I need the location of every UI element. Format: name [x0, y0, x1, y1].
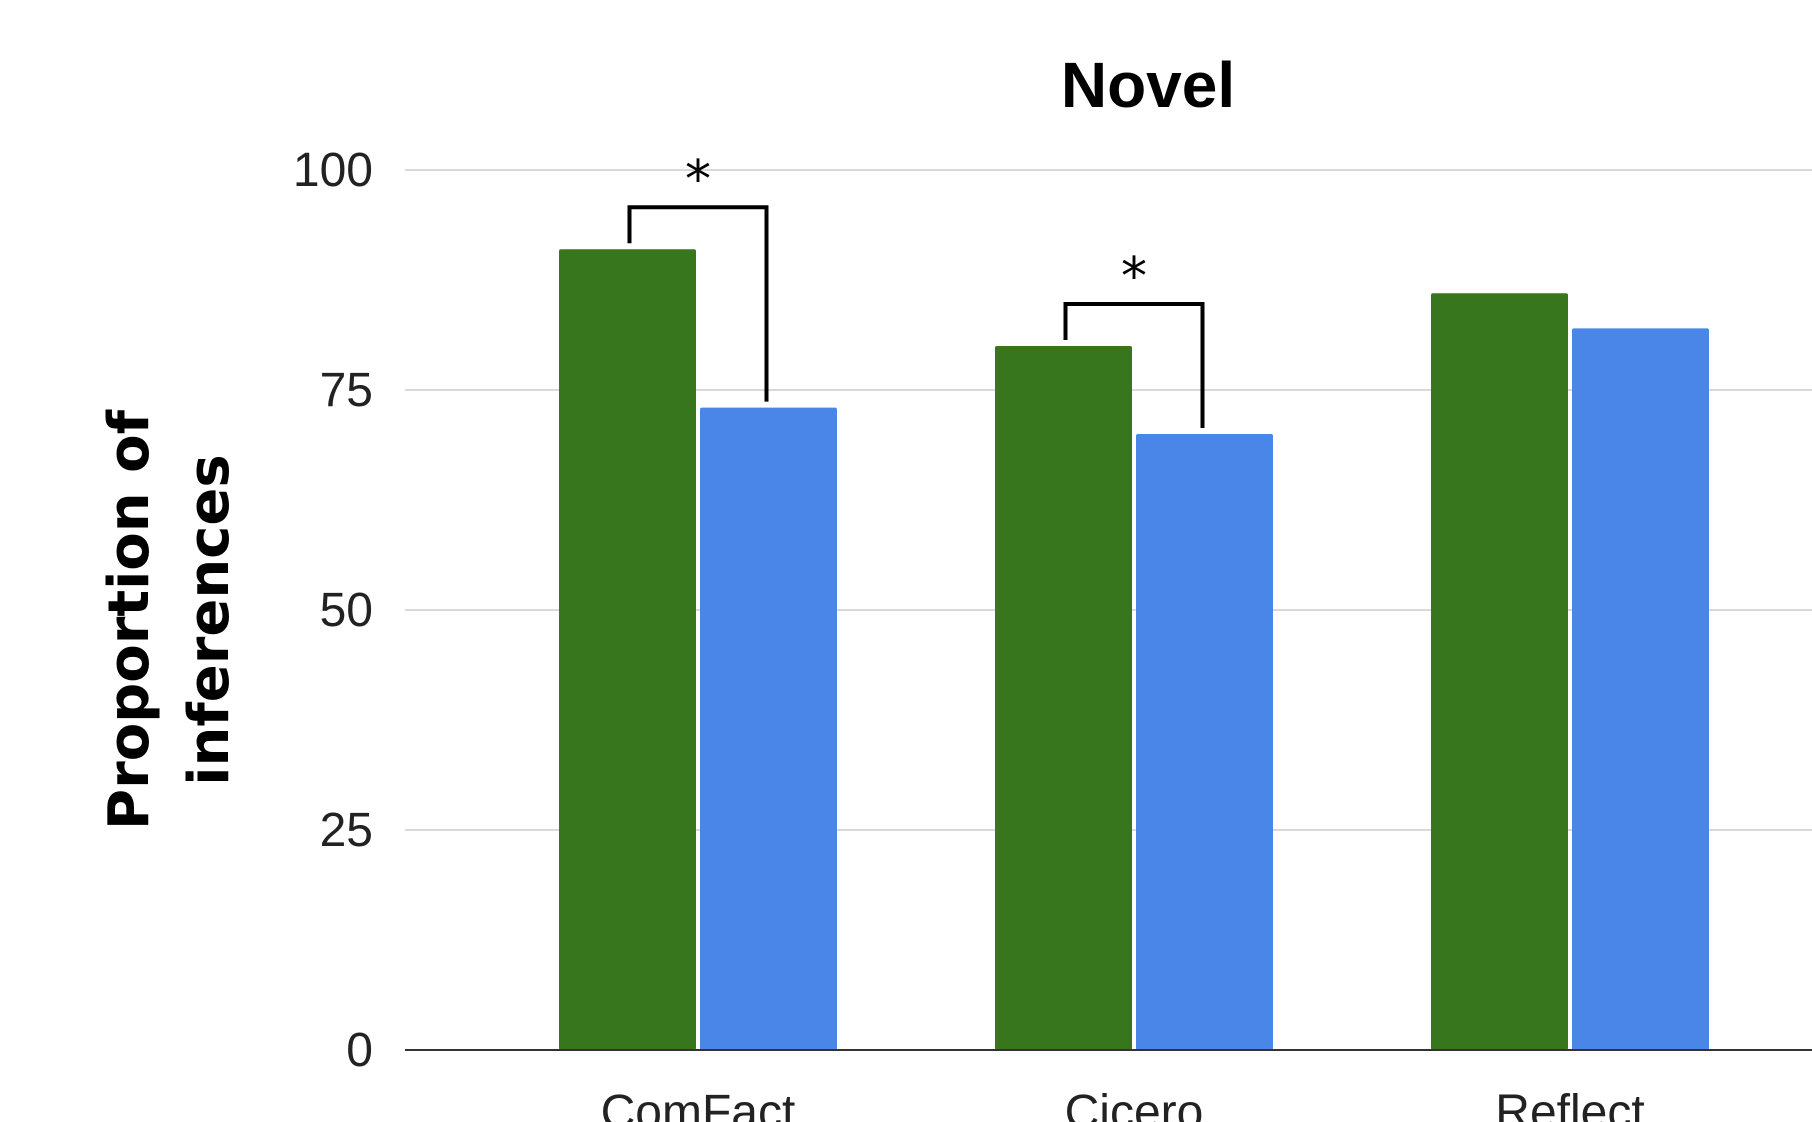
bar-cicero-series-1: [995, 346, 1132, 1050]
y-tick-label: 0: [346, 1024, 373, 1077]
bars: [559, 249, 1709, 1051]
x-category-label: ComFact: [601, 1086, 796, 1122]
bar-comfact-series-2: [700, 407, 837, 1051]
bar-comfact-series-1: [559, 249, 696, 1050]
x-category-label: Cicero: [1065, 1086, 1204, 1122]
bar-reflect-series-2: [1572, 328, 1709, 1050]
y-axis-label-line-2: inferences: [177, 454, 242, 785]
y-axis-label-line-1: Proportion of: [97, 409, 162, 830]
y-tick-label: 25: [320, 804, 373, 857]
y-tick-label: 75: [320, 364, 373, 417]
bar-cicero-series-2: [1136, 434, 1273, 1050]
significance-star: *: [685, 150, 711, 210]
significance-star: *: [1121, 247, 1147, 307]
y-tick-label: 50: [320, 584, 373, 637]
y-tick-label: 100: [293, 144, 373, 197]
y-axis-label: Proportion of inferences: [97, 409, 242, 830]
significance-annotations: **: [627, 150, 1205, 428]
x-category-label: Reflect: [1495, 1086, 1644, 1122]
bar-reflect-series-1: [1431, 293, 1568, 1050]
chart-title: Novel: [1061, 49, 1235, 121]
significance-bracket: [627, 205, 769, 402]
y-axis-ticks: 0 25 50 75 100: [293, 144, 373, 1077]
x-axis-categories: ComFact Cicero Reflect: [601, 1086, 1645, 1122]
significance-bracket: [1063, 302, 1205, 428]
